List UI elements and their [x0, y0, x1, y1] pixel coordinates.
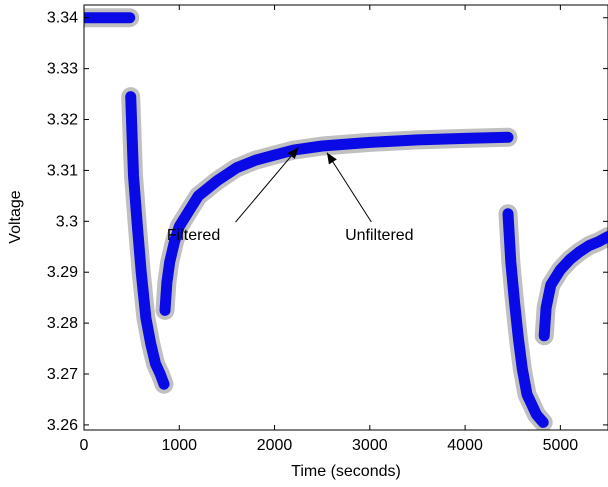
x-tick-label: 0: [80, 437, 89, 454]
series-segment: [159, 131, 514, 316]
annotation-label: Filtered: [167, 227, 220, 244]
annotations: Filtered Unfiltered: [167, 147, 414, 244]
x-tick-label: 3000: [352, 437, 388, 454]
annotation-arrow: [235, 147, 299, 223]
y-tick-label: 3.3: [56, 213, 78, 230]
y-tick-label: 3.33: [47, 61, 78, 78]
annotation-arrowhead: [287, 147, 299, 159]
y-tick-label: 3.27: [47, 366, 78, 383]
filtered-series: [84, 12, 608, 428]
x-tick-label: 5000: [543, 437, 579, 454]
y-axis-title: Voltage: [7, 190, 24, 243]
series-segment: [125, 91, 170, 390]
y-tick-label: 3.34: [47, 10, 78, 27]
y-tick-label: 3.28: [47, 315, 78, 332]
annotation-label: Unfiltered: [345, 227, 413, 244]
annotation-arrow: [326, 152, 372, 223]
x-tick-label: 1000: [161, 437, 197, 454]
annotation-arrowhead: [326, 152, 337, 165]
y-tick-label: 3.31: [47, 162, 78, 179]
x-tick-label: 4000: [447, 437, 483, 454]
y-tick-label: 3.32: [47, 112, 78, 129]
series-segment: [155, 127, 518, 320]
unfiltered-series: [84, 8, 608, 430]
y-tick-label: 3.29: [47, 264, 78, 281]
series-segment: [502, 208, 549, 428]
series-segment: [538, 231, 608, 342]
y-tick-label: 3.26: [47, 417, 78, 434]
axis-ticks: 0 1000 2000 3000 4000 5000 3.26 3.27 3.28 3.29 3.3…: [47, 5, 608, 454]
plot-frame: [83, 4, 608, 431]
x-axis-title: Time (seconds): [291, 463, 401, 480]
x-tick-label: 2000: [257, 437, 293, 454]
